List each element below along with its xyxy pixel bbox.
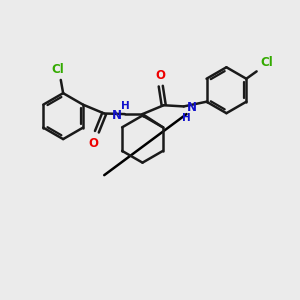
Text: H: H [182,113,191,124]
Text: N: N [112,109,122,122]
Text: N: N [187,101,197,114]
Text: Cl: Cl [51,63,64,76]
Text: O: O [88,137,98,150]
Text: O: O [156,69,166,82]
Text: Cl: Cl [260,56,273,69]
Text: H: H [121,100,130,110]
